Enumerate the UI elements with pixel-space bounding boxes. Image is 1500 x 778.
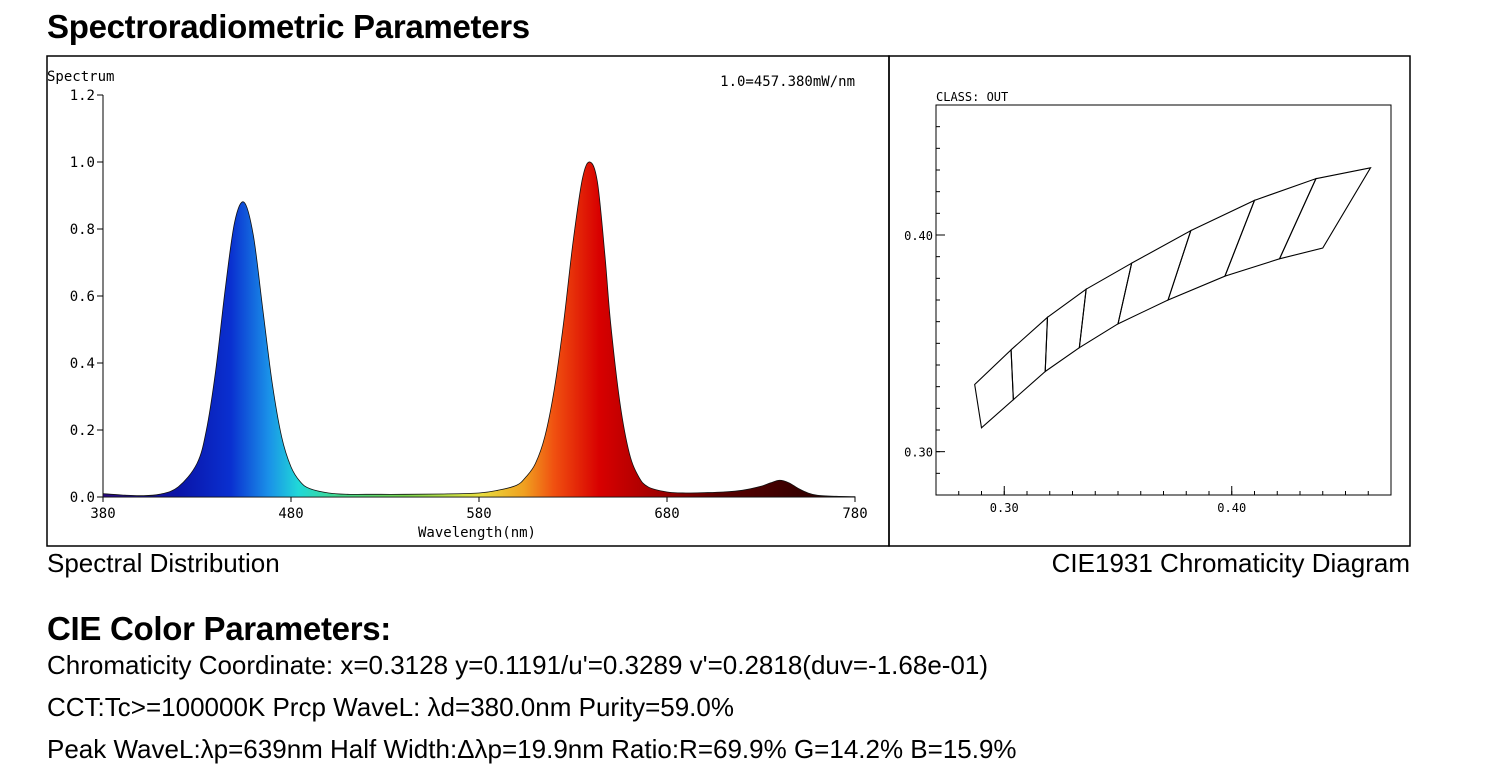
cie-parameters-heading: CIE Color Parameters: (47, 610, 391, 647)
peak-wavelength-line: Peak WaveL:λp=639nm Half Width:Δλp=19.9n… (47, 734, 1017, 764)
cie-bin-quadrilateral (1078, 262, 1133, 349)
spectrum-y-tick-label: 0.6 (70, 289, 95, 305)
spectrum-y-tick-label: 1.2 (70, 88, 95, 104)
chromaticity-coordinate-line: Chromaticity Coordinate: x=0.3128 y=0.11… (47, 650, 989, 680)
cie-x-tick-label: 0.40 (1217, 501, 1246, 515)
cie-plot-border (935, 104, 1392, 496)
cie-panel-frame (888, 55, 1411, 547)
spectrum-ylabel: Spectrum (47, 69, 114, 85)
spectrum-x-tick-label: 780 (842, 506, 867, 522)
spectral-distribution-caption: Spectral Distribution (47, 548, 280, 578)
cie-bin-quadrilateral (1010, 316, 1049, 401)
spectrum-y-tick-label: 1.0 (70, 155, 95, 171)
spectrum-panel-frame (46, 55, 890, 547)
page-title: Spectroradiometric Parameters (47, 8, 530, 45)
spectrum-y-tick-label: 0.4 (70, 356, 95, 372)
cie-bin-quadrilateral (1167, 199, 1256, 301)
spectrum-xlabel: Wavelength(nm) (418, 525, 536, 541)
cie-plot: CLASS: OUT 0.30 0.40 0.30 0.40 (904, 90, 1392, 515)
cie-class-label: CLASS: OUT (936, 90, 1008, 104)
cie-bin-quadrilateral (974, 348, 1014, 429)
cie-y-tick-label: 0.40 (904, 229, 933, 243)
cie-bin-quadrilateral (1044, 287, 1087, 373)
spectrum-plot: Spectrum 1.0=457.380mW/nm Wavelength(nm)… (47, 69, 868, 541)
cct-line: CCT:Tc>=100000K Prcp WaveL: λd=380.0nm P… (47, 692, 734, 722)
spectrum-x-tick-label: 680 (654, 506, 679, 522)
spectrum-x-tick-label: 580 (466, 506, 491, 522)
cie-x-tick-label: 0.30 (990, 501, 1019, 515)
cie-bin-quadrilateral (1223, 177, 1317, 278)
spectrum-x-tick-label: 380 (90, 506, 115, 522)
cie-bin-quadrilateral (1278, 167, 1372, 260)
cie-diagram-caption: CIE1931 Chromaticity Diagram (1051, 548, 1410, 578)
spectrum-y-tick-label: 0.8 (70, 222, 95, 238)
cie-bin-quadrilateral (1117, 229, 1192, 325)
spectrum-y-tick-label: 0.2 (70, 423, 95, 439)
spectrum-area (102, 161, 856, 498)
charts-canvas: Spectrum 1.0=457.380mW/nm Wavelength(nm)… (46, 55, 1411, 547)
spectrum-x-tick-label: 480 (278, 506, 303, 522)
spectrum-scale-annotation: 1.0=457.380mW/nm (720, 74, 855, 90)
cie-y-tick-label: 0.30 (904, 446, 933, 460)
spectrum-y-tick-label: 0.0 (70, 490, 95, 506)
